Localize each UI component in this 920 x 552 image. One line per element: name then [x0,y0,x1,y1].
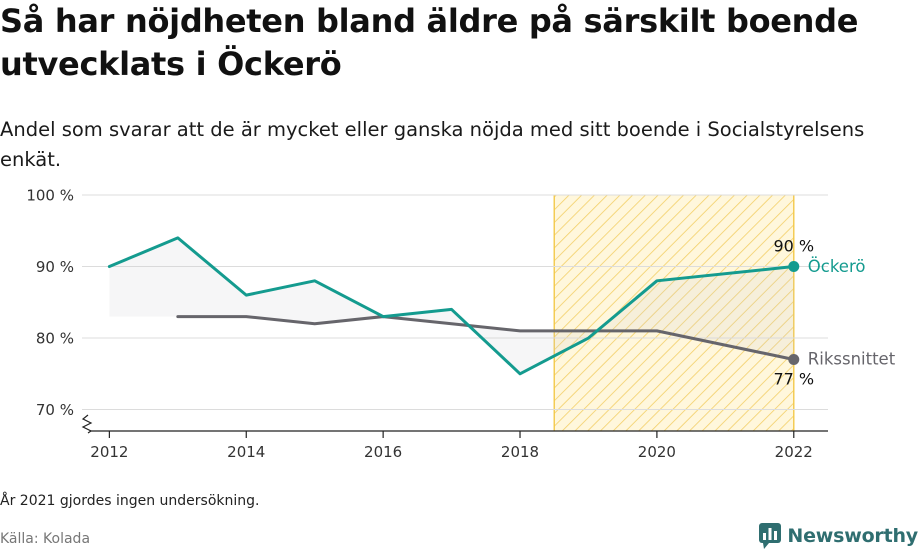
highlight-region [554,195,794,431]
y-tick-label: 80 % [36,330,74,348]
y-tick-label: 100 % [26,187,74,205]
series-end-point-0 [788,261,800,273]
brand-logo: Newsworthy [759,521,918,551]
difference-area [109,237,794,374]
data-label-ockero: 90 % [773,237,814,256]
source-note: Källa: Kolada [0,531,91,547]
axis-break-icon [81,414,93,434]
series-label-ockero: Öckerö [808,257,866,276]
newsworthy-logo-icon [759,523,782,549]
x-tick-label: 2016 [364,443,402,461]
x-tick-label: 2014 [227,443,265,461]
x-tick-label: 2012 [90,443,128,461]
x-tick-label: 2018 [501,443,539,461]
chart-subtitle: Andel som svarar att de är mycket eller … [0,118,865,171]
series-end-point-1 [788,353,800,365]
x-tick-label: 2020 [638,443,676,461]
data-label-riks: 77 % [773,369,814,388]
line-chart: 100 % 90 % 80 % 70 % 2012 2014 2016 2018 2020 202… [26,187,896,462]
series-label-riks: Rikssnittet [808,349,896,368]
y-tick-label: 70 % [36,401,74,419]
x-tick-label: 2022 [775,443,813,461]
footnote: År 2021 gjordes ingen undersökning. [0,493,260,509]
series-line-0 [107,236,796,376]
brand-name: Newsworthy [787,525,918,547]
series-line-1 [176,315,796,361]
y-tick-label: 90 % [36,258,74,276]
chart-title: Så har nöjdheten bland äldre på särskilt… [0,2,859,83]
